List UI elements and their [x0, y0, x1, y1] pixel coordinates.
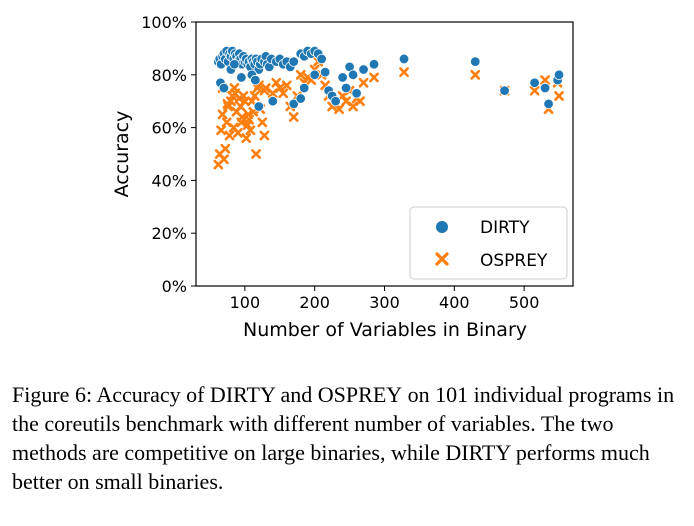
- point-dirty: [218, 82, 230, 94]
- point-osprey: [219, 154, 229, 165]
- point-osprey: [245, 125, 256, 136]
- point-osprey: [236, 117, 247, 128]
- y-tick-label: 100%: [141, 13, 187, 32]
- point-dirty: [288, 56, 299, 67]
- point-dirty: [337, 72, 348, 83]
- point-osprey: [334, 104, 345, 115]
- point-dirty: [358, 64, 369, 75]
- caption-small-caps: SPREY: [333, 382, 403, 407]
- point-dirty: [398, 53, 410, 65]
- y-axis-label: Accuracy: [111, 111, 133, 198]
- point-dirty: [229, 59, 240, 70]
- legend-box: [409, 206, 568, 280]
- point-osprey: [540, 75, 550, 85]
- series-dirty: [213, 45, 565, 112]
- point-dirty: [299, 82, 310, 94]
- point-osprey: [281, 80, 292, 91]
- point-osprey: [470, 69, 481, 80]
- point-dirty: [288, 98, 299, 110]
- point-dirty: [253, 101, 265, 112]
- point-osprey: [220, 143, 231, 154]
- point-dirty: [309, 69, 320, 81]
- plot-marks: [213, 45, 565, 170]
- legend-marker-dirty: [436, 221, 448, 233]
- point-dirty: [351, 88, 362, 99]
- point-osprey: [249, 91, 260, 101]
- point-osprey: [288, 112, 299, 122]
- point-osprey: [246, 96, 257, 107]
- point-dirty: [316, 53, 327, 65]
- point-dirty: [250, 74, 261, 86]
- point-dirty: [553, 69, 565, 81]
- point-osprey: [278, 88, 289, 99]
- point-osprey: [554, 91, 564, 101]
- point-dirty: [470, 56, 481, 67]
- series-osprey: [213, 56, 564, 170]
- point-osprey: [216, 125, 227, 136]
- legend-marker-osprey: [435, 252, 449, 266]
- caption-suffix: on 101 individual programs in the coreut…: [12, 382, 675, 494]
- point-osprey: [241, 133, 252, 144]
- point-dirty: [368, 59, 380, 70]
- point-osprey: [232, 127, 243, 138]
- point-osprey: [222, 98, 233, 109]
- x-tick-label: 500: [509, 293, 540, 312]
- point-osprey: [295, 69, 306, 80]
- legend: DIRTY OSPREY: [409, 206, 568, 280]
- point-osprey: [529, 85, 540, 96]
- point-osprey: [251, 149, 261, 159]
- y-tick-label: 40%: [151, 171, 187, 190]
- x-tick-label: 400: [439, 293, 470, 312]
- point-osprey: [369, 72, 379, 83]
- point-osprey: [355, 96, 365, 107]
- x-tick-label: 100: [230, 293, 261, 312]
- point-dirty: [236, 72, 247, 83]
- scatter-chart: 100 200 300 400 500 0% 20% 40% 60% 80% 100% Accura…: [111, 13, 574, 341]
- axis-ticks: 100 200 300 400 500 0% 20% 40% 60% 80% 100%: [141, 13, 539, 312]
- y-tick-label: 0%: [162, 277, 187, 296]
- y-tick-label: 60%: [151, 119, 187, 138]
- legend-label-osprey: OSPREY: [480, 251, 548, 271]
- point-osprey: [224, 130, 235, 141]
- point-osprey: [217, 109, 228, 120]
- point-dirty: [347, 69, 359, 81]
- point-osprey: [243, 109, 254, 120]
- point-dirty: [340, 82, 352, 94]
- point-dirty: [295, 93, 306, 104]
- point-dirty: [539, 82, 551, 94]
- point-dirty: [267, 95, 278, 107]
- point-dirty: [499, 85, 510, 96]
- point-osprey: [239, 96, 250, 107]
- y-tick-label: 20%: [151, 224, 187, 243]
- point-dirty: [529, 77, 540, 88]
- x-tick-label: 300: [369, 293, 400, 312]
- point-osprey: [229, 83, 240, 93]
- point-osprey: [358, 77, 369, 88]
- caption-prefix: Figure 6: Accuracy of DIRTY and O: [12, 382, 334, 407]
- point-osprey: [399, 67, 409, 78]
- figure-caption: Figure 6: Accuracy of DIRTY and OSPREY o…: [12, 380, 688, 496]
- point-osprey: [257, 117, 268, 128]
- legend-label-dirty: DIRTY: [480, 218, 530, 238]
- y-tick-label: 80%: [151, 66, 187, 85]
- point-osprey: [259, 130, 270, 141]
- point-dirty: [543, 98, 554, 110]
- point-dirty: [319, 66, 331, 78]
- x-axis-label: Number of Variables in Binary: [243, 319, 527, 341]
- point-dirty: [330, 95, 341, 107]
- x-tick-label: 200: [299, 293, 330, 312]
